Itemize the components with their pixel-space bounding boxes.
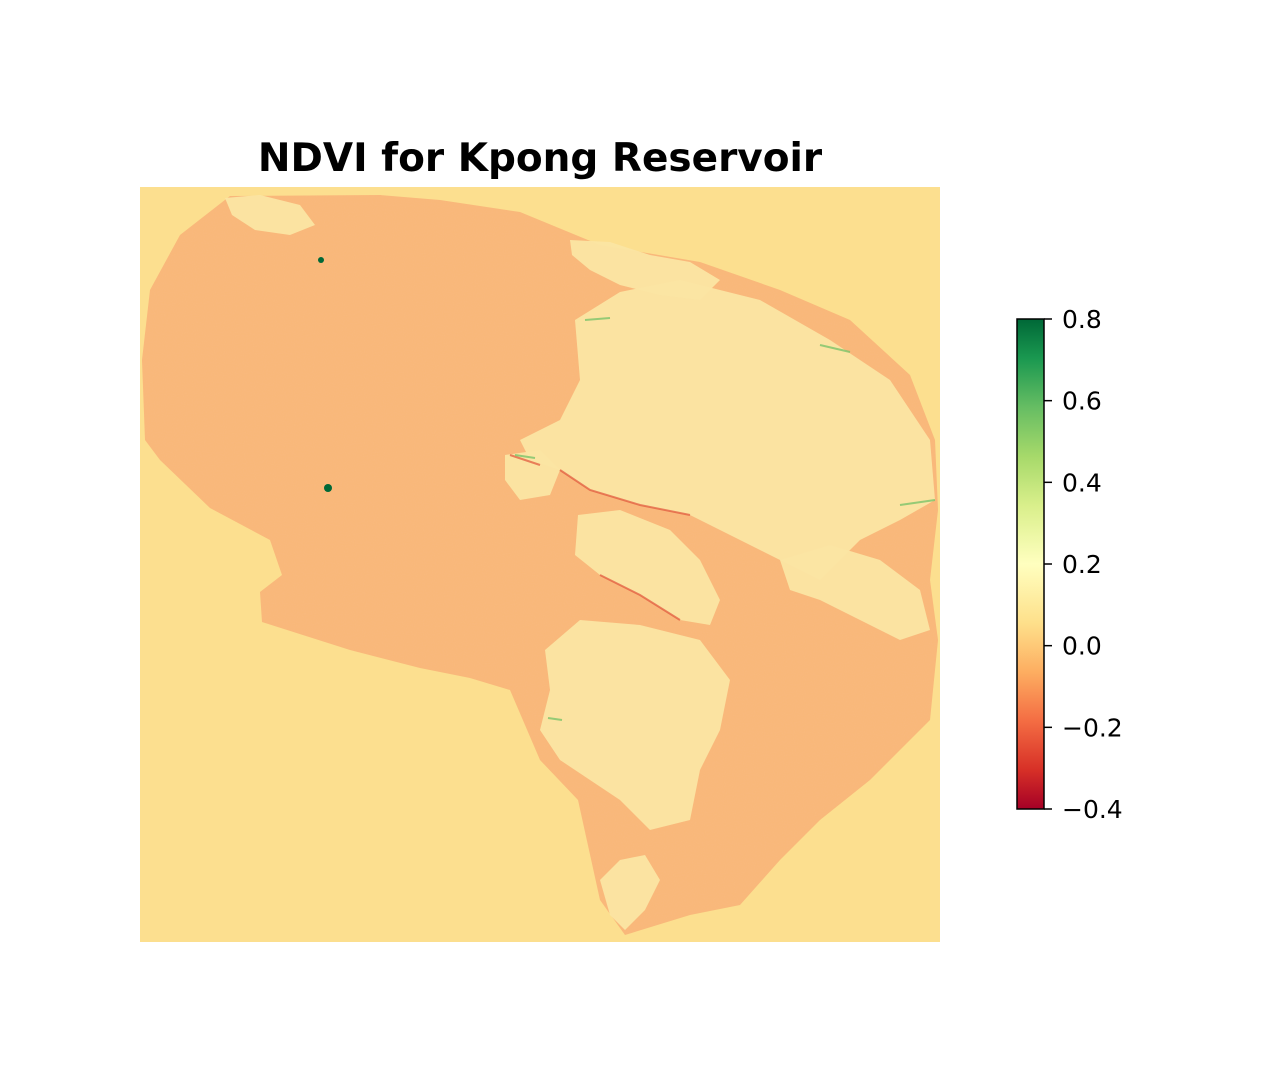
veg-rim-2	[819, 344, 851, 353]
colorbar-tick-label: 0.6	[1062, 387, 1102, 416]
vegetation-rims	[514, 317, 936, 721]
colorbar: 0.8 0.6 0.4 0.2 0.0 −0.2 −0.4	[1016, 305, 1123, 824]
veg-rim-5	[514, 454, 536, 459]
veg-rim-4	[547, 717, 563, 721]
chart-title: NDVI for Kpong Reservoir	[258, 136, 823, 181]
shadow-edge-1	[559, 469, 691, 516]
colorbar-tick-label: 0.4	[1062, 468, 1102, 497]
land-patch-southtip	[600, 855, 660, 930]
ndvi-raster	[140, 187, 940, 942]
land-patch-south	[540, 620, 730, 830]
land-patch-east	[780, 545, 930, 640]
land-patch-mid	[505, 450, 560, 500]
land-patch-central	[575, 510, 720, 625]
veg-rim-1	[584, 317, 611, 321]
land-patches	[225, 195, 935, 930]
land-patch-northwest	[225, 195, 315, 235]
colorbar-tick-label: 0.8	[1062, 305, 1102, 334]
veg-rim-3	[899, 499, 936, 506]
vegetation-dot-1	[318, 257, 324, 263]
colorbar-gradient	[1016, 318, 1045, 810]
colorbar-tick-label: 0.2	[1062, 550, 1102, 579]
shadow-edge-2	[599, 574, 681, 621]
colorbar-tick-label: 0.0	[1062, 632, 1102, 661]
colorbar-tick-label: −0.4	[1062, 795, 1123, 824]
colorbar-ticks: 0.8 0.6 0.4 0.2 0.0 −0.2 −0.4	[1044, 305, 1123, 824]
shadow-edge-3	[509, 454, 541, 466]
colorbar-tick-label: −0.2	[1062, 713, 1123, 742]
vegetation-dot-2	[324, 484, 332, 492]
edge-shadows	[509, 454, 691, 621]
land-patch-north	[570, 240, 720, 300]
land-patch-northeast	[520, 280, 935, 580]
